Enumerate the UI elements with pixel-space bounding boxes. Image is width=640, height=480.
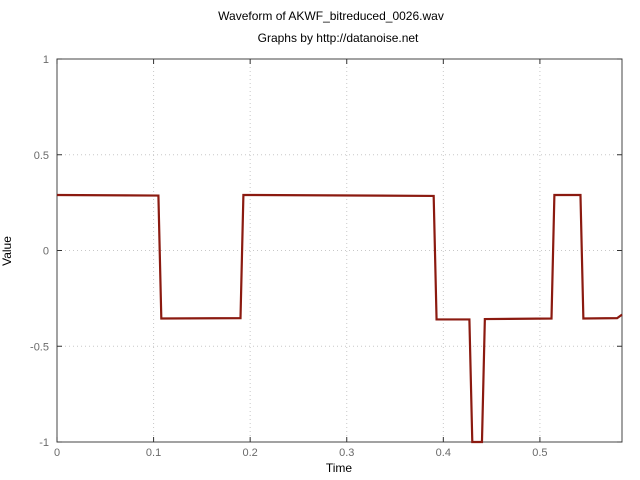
y-tick-label: 1 <box>43 54 49 66</box>
chart-title: Waveform of AKWF_bitreduced_0026.wav <box>218 9 444 23</box>
series-layer <box>56 193 623 444</box>
waveform-series-line <box>56 193 623 444</box>
x-tick-label: 0 <box>54 447 60 459</box>
x-tick-label: 0.5 <box>532 447 547 459</box>
y-tick-label: 0.5 <box>34 150 49 162</box>
x-tick-label: 0.2 <box>243 447 258 459</box>
axis-ticks: 0 0.1 0.2 0.3 0.4 0.5 -1 -0.5 0 0.5 1 <box>30 54 622 459</box>
grid <box>57 59 622 442</box>
x-tick-label: 0.3 <box>339 447 354 459</box>
y-tick-label: -0.5 <box>30 341 49 353</box>
y-tick-label: 0 <box>43 246 49 258</box>
chart-subtitle: Graphs by http://datanoise.net <box>258 31 419 45</box>
x-axis-label: Time <box>326 461 353 475</box>
x-tick-label: 0.4 <box>436 447 451 459</box>
y-axis-label: Value <box>0 236 14 266</box>
y-tick-label: -1 <box>39 437 49 449</box>
x-tick-label: 0.1 <box>146 447 161 459</box>
